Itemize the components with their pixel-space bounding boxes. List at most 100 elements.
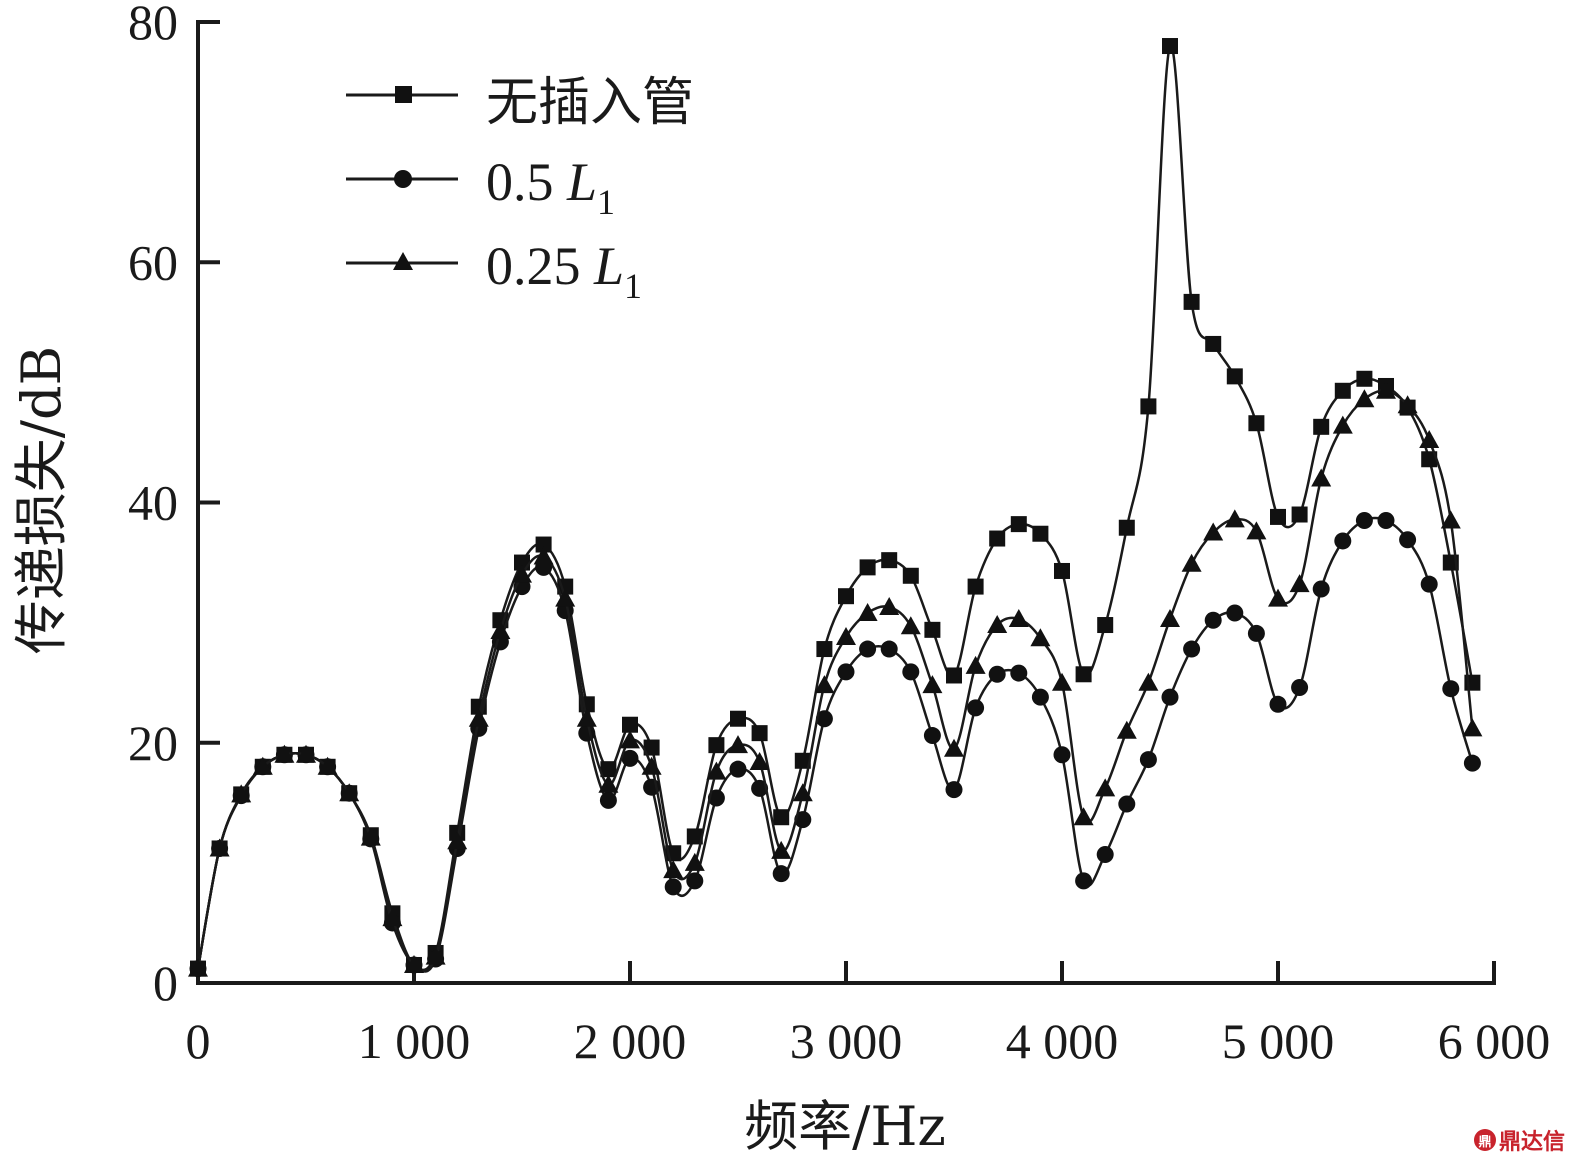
svg-text:0.5 L1: 0.5 L1 (486, 152, 615, 222)
triangle-marker-icon (1181, 553, 1202, 572)
square-marker-icon (794, 752, 811, 769)
legend-item-0-5-L1: 0.5 L1 (346, 152, 615, 222)
y-tick-label: 20 (128, 715, 178, 771)
triangle-marker-icon (1440, 510, 1461, 529)
square-marker-icon (1356, 370, 1373, 387)
triangle-marker-icon (425, 946, 446, 965)
triangle-marker-icon (1203, 522, 1224, 541)
circle-marker-icon (1053, 746, 1071, 764)
square-marker-icon (395, 86, 412, 103)
triangle-marker-icon (576, 708, 597, 727)
triangle-marker-icon (468, 708, 489, 727)
triangle-marker-icon (1289, 574, 1310, 593)
circle-marker-icon (1096, 845, 1114, 863)
circle-marker-icon (599, 791, 617, 809)
series-triangle (188, 380, 1483, 977)
triangle-marker-icon (555, 588, 576, 607)
triangle-marker-icon (706, 761, 727, 780)
series-line (196, 389, 1474, 973)
triangle-marker-icon (252, 756, 273, 775)
triangle-marker-icon (922, 675, 943, 694)
circle-marker-icon (729, 760, 747, 778)
circle-marker-icon (902, 663, 920, 681)
x-ticks: 0 1 000 2 000 3 000 4 000 5 000 6 000 (186, 961, 1551, 1069)
square-marker-icon (622, 716, 638, 733)
series-circle (189, 512, 1481, 978)
square-marker-icon (1291, 506, 1308, 523)
triangle-marker-icon (1030, 628, 1051, 647)
circle-marker-icon (751, 779, 769, 797)
circle-marker-icon (1377, 512, 1395, 530)
square-marker-icon (751, 725, 768, 742)
circle-marker-icon (621, 749, 639, 767)
legend: 无插入管 0.5 L1 0.25 L1 (346, 73, 694, 306)
square-marker-icon (600, 761, 617, 778)
circle-marker-icon (1355, 512, 1373, 530)
circle-marker-icon (394, 170, 412, 188)
triangle-marker-icon (749, 751, 770, 770)
circle-marker-icon (1161, 688, 1179, 706)
triangle-marker-icon (1073, 807, 1094, 826)
x-tick-label: 4 000 (1006, 1013, 1119, 1069)
triangle-marker-icon (1095, 778, 1116, 797)
triangle-marker-icon (663, 860, 684, 879)
square-marker-icon (1010, 516, 1027, 533)
triangle-marker-icon (1008, 609, 1029, 628)
triangle-marker-icon (965, 655, 986, 674)
circle-marker-icon (1226, 604, 1244, 622)
circle-marker-icon (880, 640, 898, 658)
circle-marker-icon (945, 781, 963, 799)
triangle-marker-icon (1160, 609, 1180, 628)
square-marker-icon (1334, 382, 1351, 399)
triangle-marker-icon (382, 908, 403, 927)
triangle-marker-icon (490, 621, 511, 640)
y-axis-title: 传递损失/dB (10, 346, 73, 654)
square-marker-icon (1162, 38, 1178, 55)
triangle-marker-icon (533, 546, 554, 565)
circle-marker-icon (859, 640, 877, 658)
circle-marker-icon (1334, 532, 1352, 550)
circle-marker-icon (1463, 754, 1481, 772)
triangle-marker-icon (1354, 389, 1375, 408)
square-marker-icon (773, 809, 790, 826)
square-marker-icon (1054, 562, 1070, 579)
square-marker-icon (708, 737, 725, 754)
triangle-marker-icon (598, 774, 619, 793)
square-marker-icon (1032, 525, 1049, 542)
axes (196, 20, 1496, 985)
triangle-marker-icon (393, 252, 413, 270)
circle-marker-icon (1291, 678, 1309, 696)
triangle-marker-icon (339, 783, 360, 802)
triangle-marker-icon (1419, 430, 1440, 449)
square-marker-icon (859, 559, 876, 576)
legend-label-value: 0.5 (486, 152, 567, 212)
square-marker-icon (1205, 335, 1222, 352)
triangle-marker-icon (641, 756, 662, 775)
y-ticks: 0 20 40 60 80 (128, 0, 220, 1011)
circle-marker-icon (1442, 680, 1460, 698)
triangle-marker-icon (1224, 509, 1245, 528)
square-marker-icon (1183, 293, 1200, 310)
x-tick-label: 6 000 (1438, 1013, 1551, 1069)
circle-marker-icon (1118, 795, 1136, 813)
square-marker-icon (924, 621, 941, 638)
square-marker-icon (535, 536, 552, 553)
circle-marker-icon (664, 878, 682, 896)
triangle-marker-icon (620, 730, 640, 749)
triangle-marker-icon (1052, 672, 1072, 691)
circle-marker-icon (1247, 624, 1265, 642)
legend-label-var: L (593, 236, 624, 296)
triangle-marker-icon (814, 675, 835, 694)
x-tick-label: 1 000 (358, 1013, 471, 1069)
legend-label-value: 0.25 (486, 236, 594, 296)
triangle-marker-icon (1246, 521, 1267, 540)
circle-marker-icon (1399, 531, 1417, 549)
triangle-marker-icon (317, 756, 338, 775)
legend-item-0-25-L1: 0.25 L1 (346, 236, 642, 306)
square-marker-icon (946, 667, 962, 684)
circle-marker-icon (707, 789, 725, 807)
circle-marker-icon (794, 811, 812, 829)
circle-marker-icon (1031, 688, 1049, 706)
square-marker-icon (881, 552, 898, 569)
